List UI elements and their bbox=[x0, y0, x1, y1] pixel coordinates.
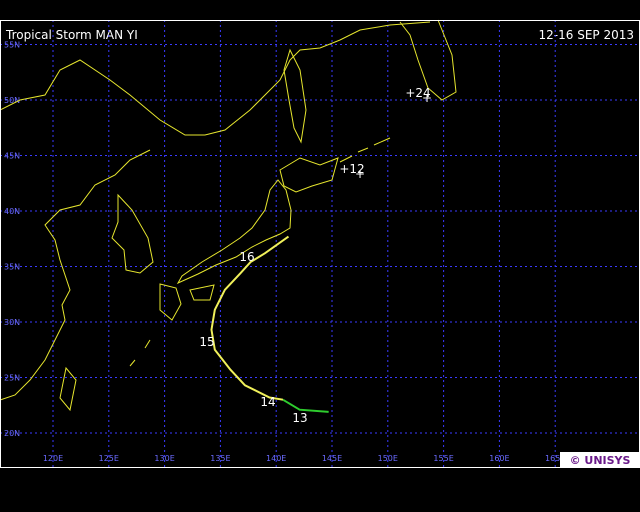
sakhalin bbox=[283, 48, 307, 144]
forecast-marker: + bbox=[422, 91, 432, 105]
lat-label: 55N bbox=[4, 41, 20, 50]
storm-track bbox=[210, 235, 329, 413]
day-label: 15 bbox=[199, 335, 214, 349]
title: Tropical Storm MAN YI bbox=[5, 28, 138, 42]
hokkaido bbox=[279, 157, 339, 193]
lat-label: 25N bbox=[4, 374, 20, 383]
lon-label: 145E bbox=[322, 454, 342, 463]
lon-label: 125E bbox=[99, 454, 119, 463]
lon-label: 150E bbox=[378, 454, 398, 463]
graticule: 20N 25N 30N 35N 40N 45N 50N 55N 120E 125E 130E 135E… bbox=[0, 20, 640, 468]
lat-label: 40N bbox=[4, 207, 20, 216]
lon-label: 135E bbox=[210, 454, 230, 463]
forecast-label: +24 bbox=[405, 86, 430, 100]
lat-label: 20N bbox=[4, 429, 20, 438]
china-coast bbox=[0, 149, 151, 401]
ryukyu bbox=[129, 339, 151, 367]
lon-label: 120E bbox=[43, 454, 63, 463]
lon-label: 160E bbox=[489, 454, 509, 463]
kuril-islands bbox=[339, 137, 391, 163]
kyushu bbox=[159, 283, 182, 321]
honshu bbox=[176, 179, 292, 285]
taiwan bbox=[59, 366, 77, 412]
shikoku bbox=[189, 284, 215, 301]
mainland-coast bbox=[0, 21, 431, 136]
day-label: 14 bbox=[260, 395, 275, 409]
forecast-marker: + bbox=[355, 167, 365, 181]
track-segment bbox=[282, 398, 329, 413]
day-label: 13 bbox=[292, 411, 307, 425]
lon-label: 155E bbox=[433, 454, 453, 463]
lon-label: 140E bbox=[266, 454, 286, 463]
lat-label: 50N bbox=[4, 96, 20, 105]
date: 12-16 SEP 2013 bbox=[539, 28, 634, 42]
credit-box bbox=[560, 452, 640, 468]
lat-label: 30N bbox=[4, 318, 20, 327]
lat-label: 35N bbox=[4, 263, 20, 272]
korea bbox=[111, 193, 154, 274]
kamchatka bbox=[399, 19, 457, 101]
lat-label: 45N bbox=[4, 152, 20, 161]
lon-label: 165E bbox=[545, 454, 565, 463]
lon-label: 130E bbox=[154, 454, 174, 463]
coastlines bbox=[0, 19, 457, 412]
credit: © UNISYS bbox=[570, 454, 631, 467]
day-label: 16 bbox=[239, 250, 254, 264]
track-segment bbox=[210, 235, 290, 401]
forecast-label: +12 bbox=[339, 162, 364, 176]
